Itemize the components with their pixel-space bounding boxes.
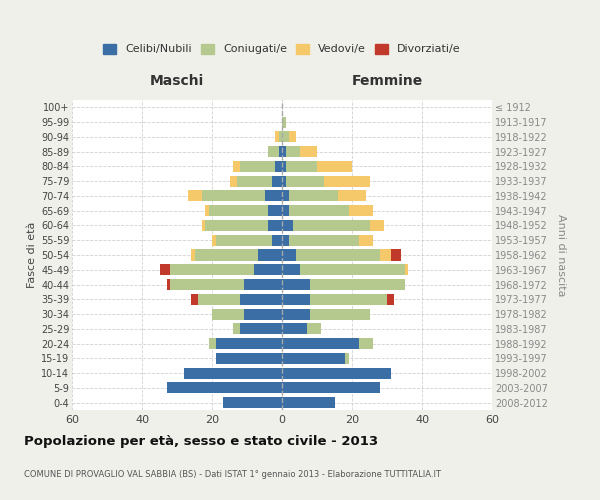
Bar (223, 397, 282, 408)
Bar (268, 205, 282, 216)
Bar (324, 176, 370, 186)
Bar (282, 279, 310, 290)
Bar (282, 324, 307, 334)
Bar (254, 264, 282, 276)
Bar (289, 205, 349, 216)
Bar (170, 264, 254, 276)
Bar (244, 279, 282, 290)
Bar (282, 176, 286, 186)
Bar (282, 308, 310, 320)
Bar (307, 324, 320, 334)
Bar (265, 190, 282, 202)
Bar (233, 161, 240, 172)
Bar (359, 338, 373, 349)
Y-axis label: Fasce di età: Fasce di età (26, 222, 37, 288)
Bar (212, 308, 244, 320)
Bar (167, 382, 282, 394)
Bar (282, 220, 293, 231)
Bar (299, 264, 404, 276)
Bar (282, 146, 286, 157)
Bar (282, 190, 289, 202)
Bar (209, 338, 215, 349)
Bar (282, 382, 380, 394)
Bar (244, 308, 282, 320)
Bar (299, 146, 317, 157)
Text: Femmine: Femmine (352, 74, 422, 88)
Bar (310, 308, 370, 320)
Bar (310, 294, 387, 305)
Text: Maschi: Maschi (150, 74, 204, 88)
Bar (236, 176, 271, 186)
Bar (191, 250, 194, 260)
Bar (282, 338, 359, 349)
Bar (268, 220, 282, 231)
Legend: Celibi/Nubili, Coniugati/e, Vedovi/e, Divorziati/e: Celibi/Nubili, Coniugati/e, Vedovi/e, Di… (103, 44, 461, 54)
Bar (310, 279, 404, 290)
Bar (359, 234, 373, 246)
Bar (282, 132, 289, 142)
Bar (282, 161, 286, 172)
Bar (187, 190, 202, 202)
Bar (380, 250, 391, 260)
Bar (338, 190, 366, 202)
Bar (170, 279, 244, 290)
Bar (282, 116, 286, 128)
Bar (370, 220, 383, 231)
Bar (289, 190, 338, 202)
Bar (215, 338, 282, 349)
Bar (293, 220, 370, 231)
Bar (184, 368, 282, 378)
Bar (275, 161, 282, 172)
Bar (257, 250, 282, 260)
Text: COMUNE DI PROVAGLIO VAL SABBIA (BS) - Dati ISTAT 1° gennaio 2013 - Elaborazione : COMUNE DI PROVAGLIO VAL SABBIA (BS) - Da… (24, 470, 441, 479)
Bar (282, 250, 296, 260)
Y-axis label: Anni di nascita: Anni di nascita (556, 214, 566, 296)
Bar (404, 264, 408, 276)
Bar (240, 161, 275, 172)
Bar (286, 146, 299, 157)
Bar (317, 161, 352, 172)
Bar (282, 264, 299, 276)
Bar (233, 324, 240, 334)
Bar (160, 264, 170, 276)
Bar (202, 220, 205, 231)
Bar (167, 279, 170, 290)
Bar (278, 146, 282, 157)
Bar (198, 294, 240, 305)
Bar (205, 205, 209, 216)
Bar (209, 205, 268, 216)
Bar (271, 176, 282, 186)
Bar (296, 250, 380, 260)
Bar (391, 250, 401, 260)
Bar (345, 353, 349, 364)
Bar (271, 234, 282, 246)
Bar (278, 132, 282, 142)
Text: Popolazione per età, sesso e stato civile - 2013: Popolazione per età, sesso e stato civil… (24, 435, 378, 448)
Bar (240, 294, 282, 305)
Bar (205, 220, 268, 231)
Bar (212, 234, 215, 246)
Bar (282, 205, 289, 216)
Bar (282, 234, 289, 246)
Bar (268, 146, 278, 157)
Bar (349, 205, 373, 216)
Bar (215, 234, 271, 246)
Bar (282, 294, 310, 305)
Bar (282, 368, 391, 378)
Bar (282, 397, 335, 408)
Bar (289, 234, 359, 246)
Bar (194, 250, 257, 260)
Bar (202, 190, 265, 202)
Bar (229, 176, 236, 186)
Bar (240, 324, 282, 334)
Bar (286, 176, 324, 186)
Bar (286, 161, 317, 172)
Bar (289, 132, 296, 142)
Bar (275, 132, 278, 142)
Bar (282, 353, 345, 364)
Bar (191, 294, 198, 305)
Bar (215, 353, 282, 364)
Bar (387, 294, 394, 305)
